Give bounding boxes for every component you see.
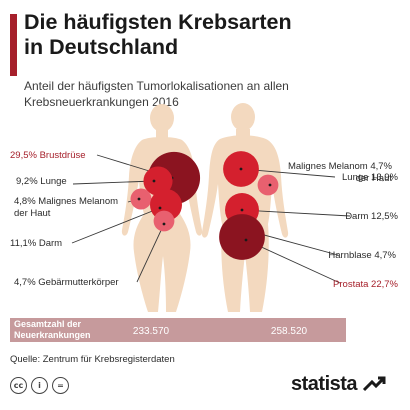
female-label-3: 11,1% Darm	[10, 238, 62, 249]
totals-bar	[10, 318, 346, 342]
by-icon[interactable]: i	[31, 377, 48, 394]
female-leader-dot-3	[158, 206, 162, 210]
female-label-0: 29,5% Brustdrüse	[10, 150, 86, 161]
title-accent-bar	[10, 14, 17, 76]
female-label-2: 4,8% Malignes Melanom	[14, 196, 118, 207]
subtitle-line-1: Anteil der häufigsten Tumorlokalisatione…	[24, 79, 289, 93]
page-title: Die häufigsten Krebsarten in Deutschland	[24, 10, 404, 60]
female-leader-dot-2	[137, 197, 141, 201]
male-leader-2	[241, 209, 351, 217]
female-leader-4	[136, 223, 165, 283]
female-bubble-2	[130, 188, 152, 210]
male-leader-dot-2	[240, 208, 244, 212]
male-label-1: Malignes Melanom 4,7%	[288, 161, 393, 172]
male-label-0: Lunge 13,9%	[342, 172, 399, 183]
female-label-1: 9,2% Lunge	[16, 176, 67, 187]
male-head	[231, 103, 255, 131]
totals-label-line-2: Neuerkrankungen	[14, 330, 91, 340]
male-label-2: Darm 12,5%	[345, 211, 398, 222]
male-bubble-1	[257, 174, 279, 196]
license-icons: cc i =	[10, 377, 69, 394]
male-leader-3	[252, 231, 339, 256]
female-leader-dot-4	[162, 222, 166, 226]
logo-text: statista	[291, 373, 358, 395]
female-leader-dot-1	[152, 179, 156, 183]
male-label-4: Prostata 22,7%	[333, 279, 399, 290]
statista-logo[interactable]: statista	[291, 373, 386, 396]
totals-label-line-1: Gesamtzahl der	[14, 319, 82, 329]
nd-icon[interactable]: =	[52, 377, 69, 394]
title-line-2: in Deutschland	[24, 35, 179, 59]
male-total: 258.520	[271, 326, 308, 337]
male-leader-dot-4	[244, 238, 248, 242]
female-leader-3	[71, 207, 161, 244]
subtitle-line-2: Krebsneuerkrankungen 2016	[24, 94, 179, 109]
female-bubble-1	[143, 166, 173, 196]
male-leader-dot-1	[268, 183, 272, 187]
female-label-4: 4,7% Gebärmutterkörper	[14, 277, 119, 288]
female-total: 233.570	[133, 326, 170, 337]
male-leader-dot-0	[239, 167, 243, 171]
male-label-1-line2: der Haut	[356, 173, 393, 184]
female-label-2-line2: der Haut	[14, 208, 51, 219]
female-bubble-4	[153, 210, 175, 232]
cc-icon[interactable]: cc	[10, 377, 27, 394]
page-subtitle: Anteil der häufigsten Tumorlokalisatione…	[24, 79, 404, 110]
male-label-3: Harnblase 4,7%	[328, 250, 396, 261]
title-line-1: Die häufigsten Krebsarten	[24, 10, 292, 34]
source-text: Quelle: Zentrum für Krebsregisterdaten	[10, 354, 175, 365]
logo-mark-icon	[362, 376, 386, 391]
male-bubble-4	[219, 214, 265, 260]
female-head	[150, 104, 174, 132]
female-leader-1	[72, 180, 155, 185]
